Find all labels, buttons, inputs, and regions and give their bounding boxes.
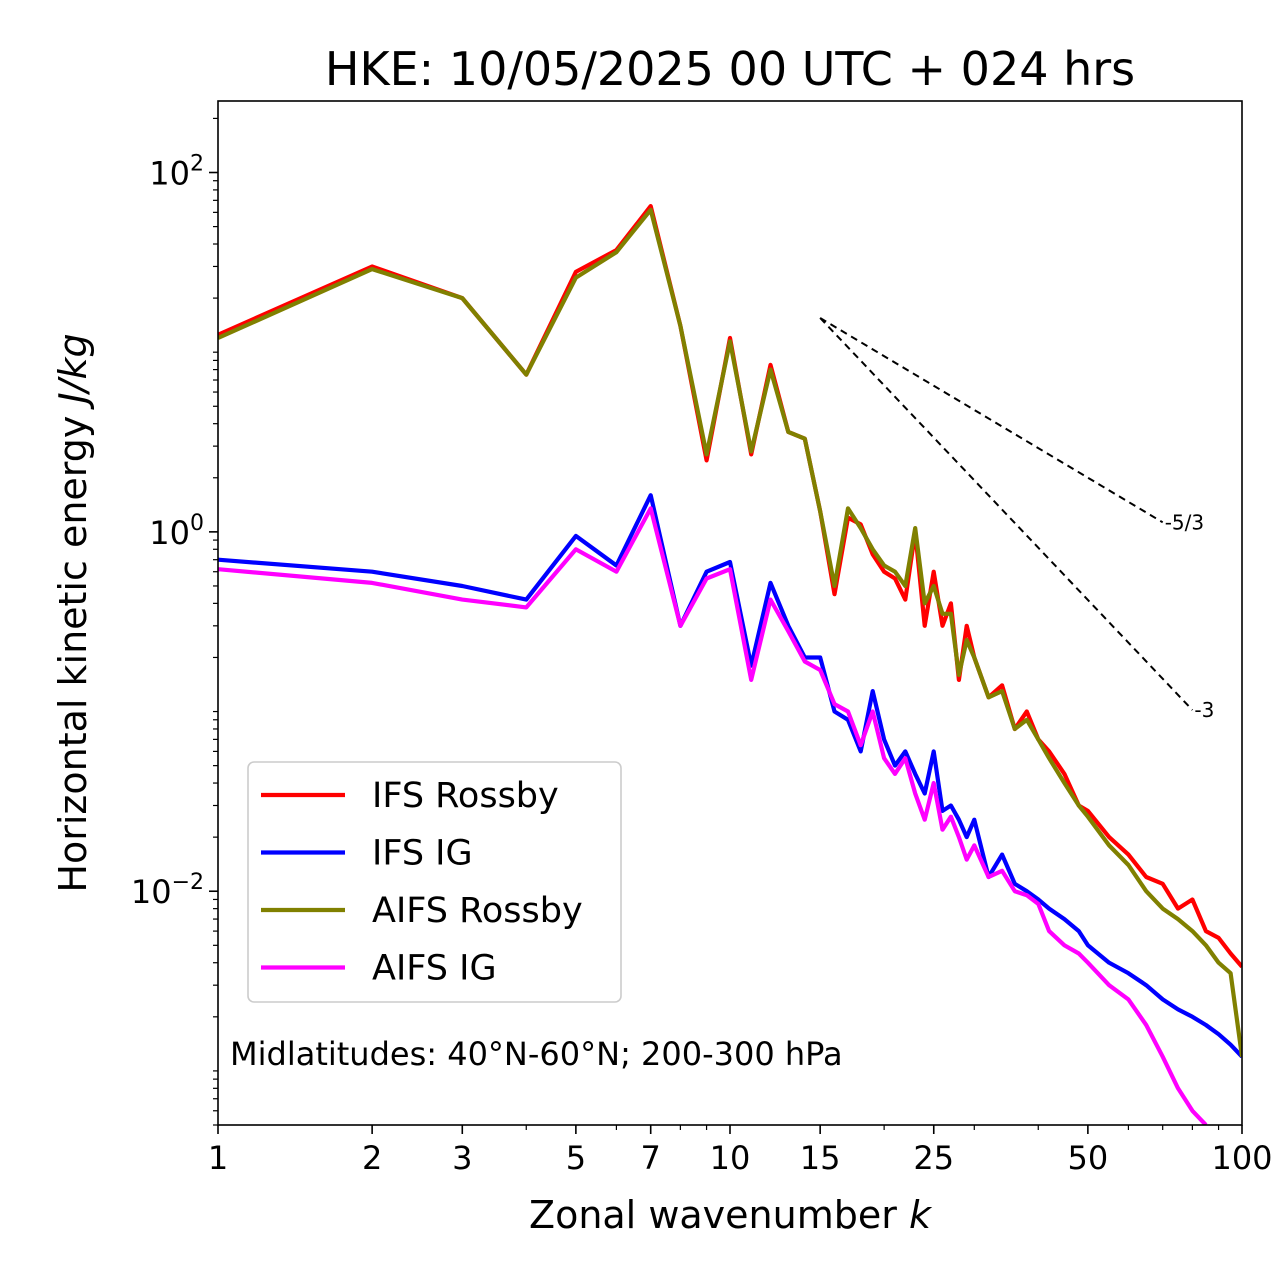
reference-line-label: -3 bbox=[1194, 698, 1214, 722]
series-line-ifs-ig bbox=[218, 493, 1242, 1059]
x-axis-ticks: 1 2 3 5 7 10 15 25 50 100 bbox=[208, 1125, 1273, 1177]
y-axis-label: Horizontal kinetic energy J/kg bbox=[51, 333, 95, 892]
series-line-aifs-ig bbox=[218, 506, 1208, 1125]
reference-line-minus-five-thirds bbox=[819, 317, 1164, 524]
x-tick-label: 10 bbox=[710, 1139, 751, 1177]
x-tick-label: 50 bbox=[1068, 1139, 1109, 1177]
reference-line-minus-three bbox=[819, 317, 1194, 711]
series-layer bbox=[218, 204, 1242, 1125]
series-line-aifs-rossby bbox=[218, 207, 1242, 1057]
legend-items: IFS Rossby IFS IG AIFS Rossby AIFS IG bbox=[261, 776, 583, 989]
x-axis-label-text: Zonal wavenumber bbox=[529, 1193, 897, 1237]
x-axis-label: Zonal wavenumber k bbox=[529, 1193, 933, 1237]
region-annotation: Midlatitudes: 40°N-60°N; 200-300 hPa bbox=[230, 1035, 843, 1073]
legend-label: IFS Rossby bbox=[372, 776, 559, 816]
x-tick-label: 100 bbox=[1211, 1139, 1272, 1177]
y-axis-label-text: Horizontal kinetic energy bbox=[51, 416, 95, 893]
x-tick-label: 25 bbox=[913, 1139, 954, 1177]
x-tick-label: 1 bbox=[208, 1139, 228, 1177]
legend-label: AIFS IG bbox=[372, 949, 497, 989]
x-axis-label-var: k bbox=[909, 1193, 933, 1237]
legend-frame bbox=[247, 761, 622, 1003]
y-axis-ticks: 102 100 10−2 bbox=[131, 117, 218, 1126]
reference-slope-lines: -5/3 -3 bbox=[819, 317, 1214, 722]
x-tick-label: 2 bbox=[362, 1139, 382, 1177]
legend: IFS Rossby IFS IG AIFS Rossby AIFS IG bbox=[247, 761, 622, 1003]
legend-label: IFS IG bbox=[372, 834, 473, 874]
chart-title: HKE: 10/05/2025 00 UTC + 024 hrs bbox=[325, 42, 1135, 96]
x-tick-label: 15 bbox=[800, 1139, 841, 1177]
y-axis-label-unit: J/kg bbox=[51, 333, 95, 410]
y-tick-label: 10−2 bbox=[131, 870, 204, 911]
x-tick-label: 3 bbox=[452, 1139, 472, 1177]
legend-label: AIFS Rossby bbox=[372, 891, 583, 931]
y-tick-label: 100 bbox=[149, 511, 204, 552]
series-line-ifs-rossby bbox=[218, 204, 1242, 969]
x-tick-label: 7 bbox=[641, 1139, 661, 1177]
reference-line-label: -5/3 bbox=[1165, 510, 1204, 534]
x-tick-label: 5 bbox=[566, 1139, 586, 1177]
plot-area: -5/3 -3 1 2 3 5 7 10 15 25 50 100 102 100 10−2 bbox=[131, 100, 1273, 1177]
y-tick-label: 102 bbox=[149, 152, 204, 193]
